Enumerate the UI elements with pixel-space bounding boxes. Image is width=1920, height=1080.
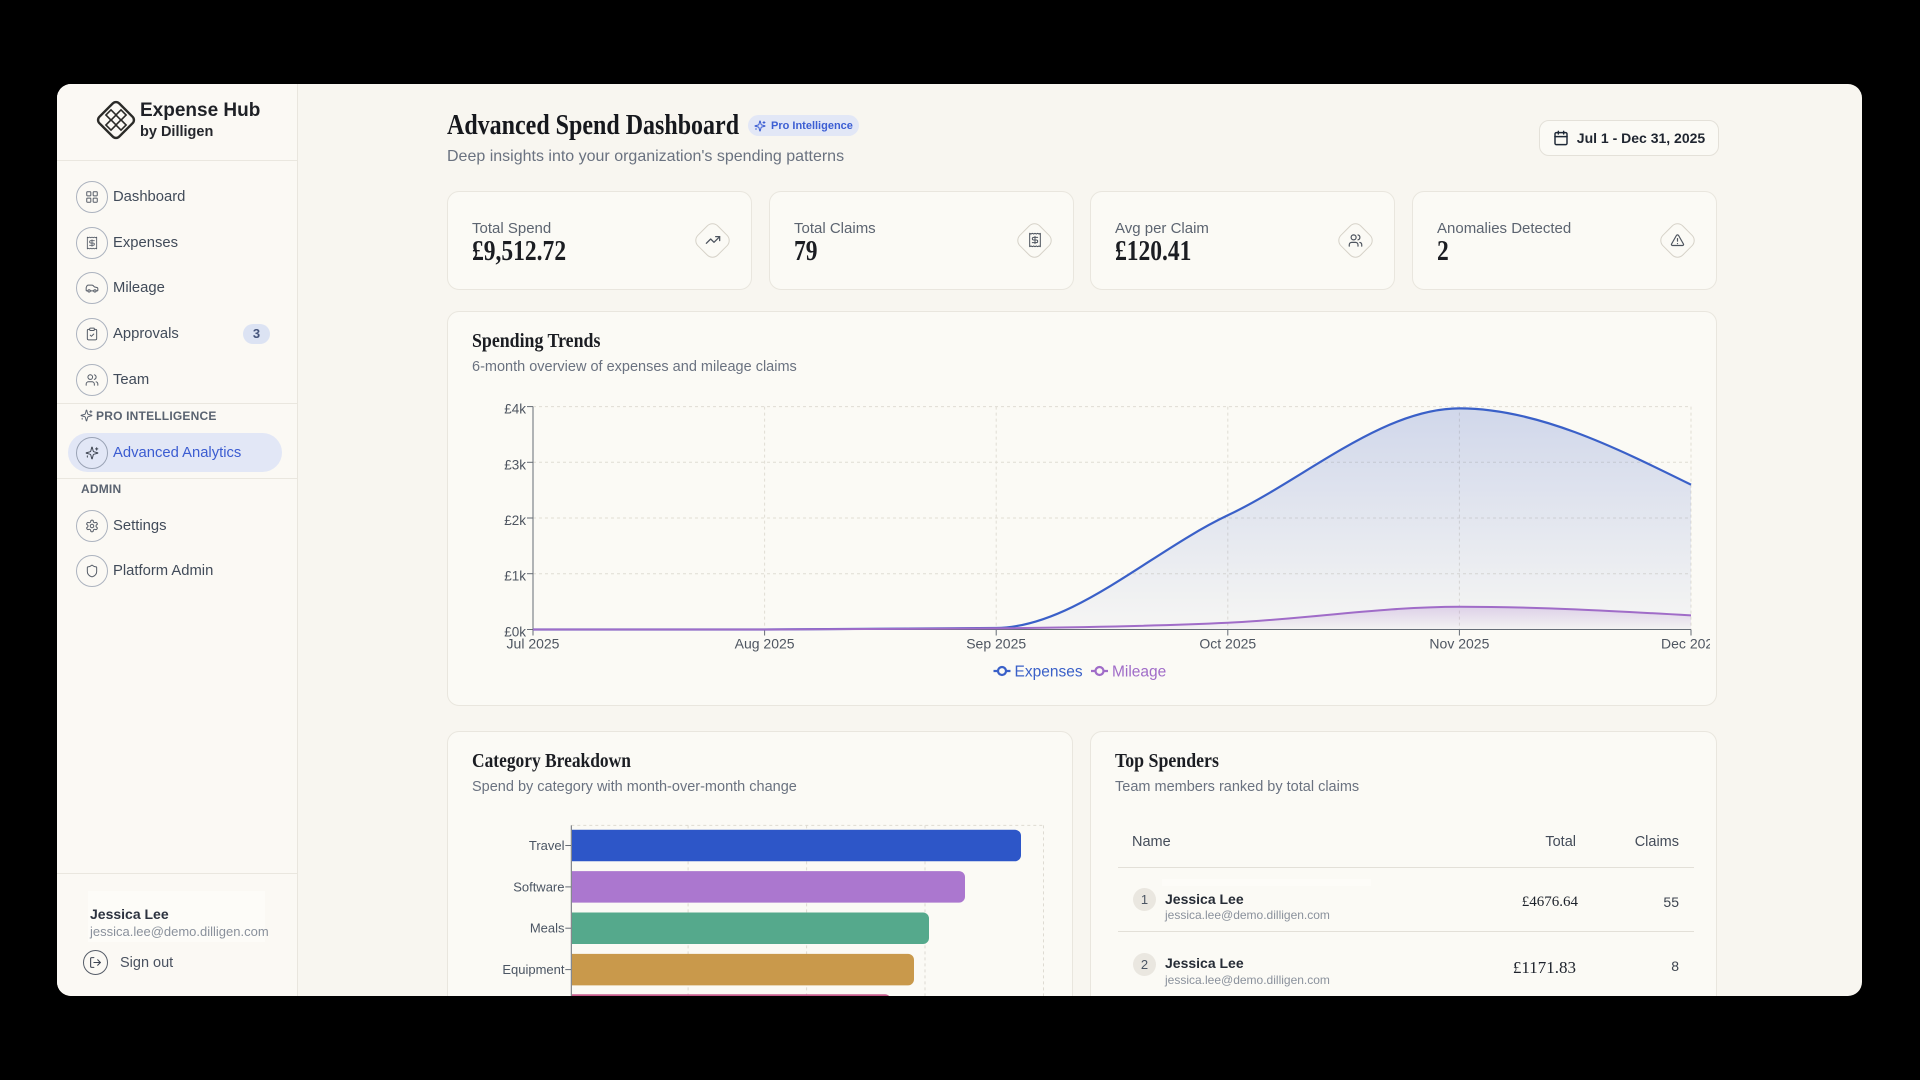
svg-text:Expenses: Expenses — [1015, 664, 1083, 681]
svg-text:£4k: £4k — [504, 402, 526, 417]
svg-text:Sep 2025: Sep 2025 — [966, 636, 1026, 652]
svg-text:Meals: Meals — [530, 921, 565, 936]
svg-text:Jul 2025: Jul 2025 — [507, 636, 560, 652]
svg-text:£2k: £2k — [504, 513, 526, 528]
svg-text:£1k: £1k — [504, 569, 526, 584]
svg-text:Nov 2025: Nov 2025 — [1429, 636, 1489, 652]
svg-text:Oct 2025: Oct 2025 — [1199, 636, 1256, 652]
svg-text:£3k: £3k — [504, 457, 526, 472]
svg-text:£0k: £0k — [504, 625, 526, 640]
svg-text:Mileage: Mileage — [1112, 664, 1166, 681]
svg-text:Aug 2025: Aug 2025 — [735, 636, 795, 652]
svg-text:Travel: Travel — [529, 838, 565, 853]
svg-text:Software: Software — [513, 879, 564, 894]
svg-text:Dec 2025: Dec 2025 — [1661, 636, 1710, 652]
svg-text:Equipment: Equipment — [502, 962, 565, 977]
